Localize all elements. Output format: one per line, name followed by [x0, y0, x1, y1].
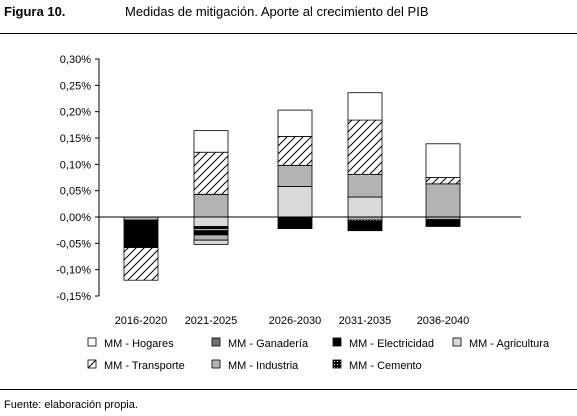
- bar-2026-2030: [277, 109, 313, 229]
- legend-swatch: [452, 337, 462, 347]
- legend-item-electricidad: MM - Electricidad: [332, 337, 434, 350]
- legend-label: MM - Electricidad: [349, 338, 434, 350]
- bar-segment-industria: [193, 193, 229, 218]
- y-tick-label: 0,20%: [60, 107, 91, 119]
- y-tick-label: 0,25%: [60, 80, 91, 92]
- bar-segment-agricultura: [193, 216, 229, 227]
- legend-item-industria: MM - Industria: [211, 359, 299, 372]
- bar-segment-transporte: [123, 247, 159, 281]
- bar-segment-agricultura: [277, 186, 313, 218]
- legend-swatch: [332, 359, 342, 369]
- x-tick-label: 2036-2040: [417, 315, 470, 327]
- y-tick-label: 0,00%: [60, 212, 91, 224]
- source-note: Fuente: elaboración propia.: [4, 399, 138, 411]
- bar-segment-agricultura: [193, 239, 229, 245]
- legend-label: MM - Hogares: [104, 338, 174, 350]
- bar-segment-industria: [277, 164, 313, 187]
- bar-segment-agricultura: [347, 196, 383, 218]
- legend: MM - Hogares MM - Ganadería MM - Electrici…: [87, 337, 550, 372]
- legend-item-ganaderia: MM - Ganadería: [211, 337, 309, 350]
- bar-2031-2035: [347, 92, 383, 232]
- x-tick-label: 2031-2035: [339, 315, 392, 327]
- y-tick-label: -0,15%: [56, 291, 91, 303]
- bar-segment-electricidad: [425, 219, 461, 227]
- legend-label: MM - Agricultura: [469, 338, 550, 350]
- legend-label: MM - Ganadería: [228, 338, 309, 350]
- y-axis: -0,15% -0,10% -0,05% 0,00% 0,05% 0,10% 0,15% 0,…: [56, 54, 100, 303]
- legend-label: MM - Cemento: [349, 360, 422, 372]
- legend-item-hogares: MM - Hogares: [87, 337, 174, 350]
- bar-segment-industria: [347, 173, 383, 198]
- legend-swatch: [87, 337, 97, 347]
- bar-segment-transporte: [347, 119, 383, 175]
- legend-swatch: [87, 359, 97, 369]
- bottom-rule: [0, 389, 577, 390]
- top-rule: [0, 33, 577, 34]
- x-tick-label: 2021-2025: [185, 315, 238, 327]
- bar-segment-industria: [425, 183, 461, 218]
- x-tick-label: 2016-2020: [115, 315, 168, 327]
- y-tick-label: 0,05%: [60, 186, 91, 198]
- legend-swatch: [332, 337, 342, 347]
- bar-segment-electricidad: [123, 219, 159, 248]
- bar-segment-hogares: [347, 92, 383, 121]
- bar-segment-transporte: [193, 151, 229, 195]
- legend-item-agricultura: MM - Agricultura: [452, 337, 550, 350]
- x-tick-label: 2026-2030: [269, 315, 322, 327]
- bar-2021-2025: [193, 130, 229, 245]
- x-axis-labels: 2016-2020 2021-2025 2026-2030 2031-2035 2036…: [115, 315, 470, 327]
- figure-title: Medidas de mitigación. Aporte al crecimi…: [125, 4, 429, 19]
- legend-label: MM - Transporte: [104, 360, 185, 372]
- bar-2036-2040: [425, 143, 461, 227]
- figure-label: Figura 10.: [4, 4, 66, 19]
- y-tick-label: 0,15%: [60, 133, 91, 145]
- legend-swatch: [211, 337, 221, 347]
- bar-segment-hogares: [193, 130, 229, 153]
- bar-segment-electricidad: [347, 221, 383, 232]
- legend-item-transporte: MM - Transporte: [87, 359, 185, 372]
- bar-segment-industria: [193, 234, 229, 241]
- bars: [99, 92, 521, 281]
- y-tick-label: -0,05%: [56, 238, 91, 250]
- bar-segment-electricidad: [277, 216, 313, 229]
- y-tick-label: -0,10%: [56, 265, 91, 277]
- bar-segment-hogares: [425, 143, 461, 178]
- y-tick-label: 0,10%: [60, 159, 91, 171]
- bar-segment-transporte: [425, 177, 461, 185]
- legend-item-cemento: MM - Cemento: [332, 359, 422, 372]
- bar-segment-transporte: [277, 136, 313, 166]
- legend-label: MM - Industria: [228, 360, 299, 372]
- bar-2016-2020: [123, 216, 159, 281]
- legend-swatch: [211, 359, 221, 369]
- bar-segment-hogares: [277, 109, 313, 137]
- y-tick-label: 0,30%: [60, 54, 91, 66]
- bar-segment-electricidad: [193, 230, 229, 236]
